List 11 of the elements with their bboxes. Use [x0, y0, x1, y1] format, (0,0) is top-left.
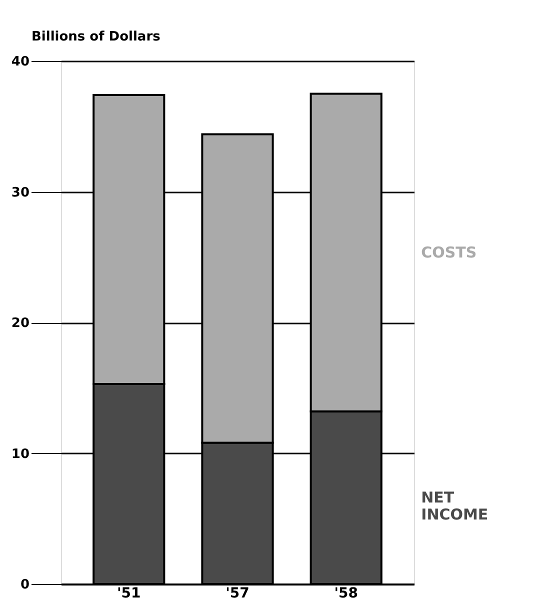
- text: NET INCOME: [421, 488, 488, 524]
- y-axis-title: Billions of Dollars: [32, 30, 161, 44]
- y-tick-label: 40: [11, 54, 30, 70]
- x-tick-label: '58: [334, 586, 358, 602]
- y-tick-label: 10: [11, 446, 30, 462]
- text: COSTS: [421, 244, 477, 262]
- y-tick-label: 0: [20, 578, 30, 592]
- x-tick-label: '57: [226, 586, 250, 602]
- x-tick-label: '51: [116, 586, 141, 602]
- y-tick-label: 30: [11, 185, 30, 200]
- y-tick-label: 20: [11, 316, 30, 331]
